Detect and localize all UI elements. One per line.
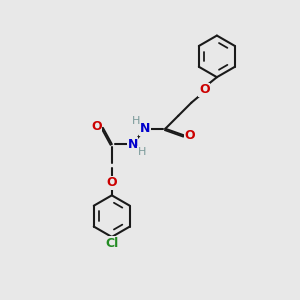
Text: O: O — [199, 83, 210, 96]
Text: H: H — [132, 116, 140, 126]
Text: Cl: Cl — [105, 237, 119, 250]
Text: O: O — [106, 176, 117, 189]
Text: N: N — [128, 138, 138, 151]
Text: O: O — [184, 129, 195, 142]
Text: N: N — [140, 122, 150, 135]
Text: O: O — [91, 120, 102, 133]
Text: H: H — [138, 147, 146, 157]
